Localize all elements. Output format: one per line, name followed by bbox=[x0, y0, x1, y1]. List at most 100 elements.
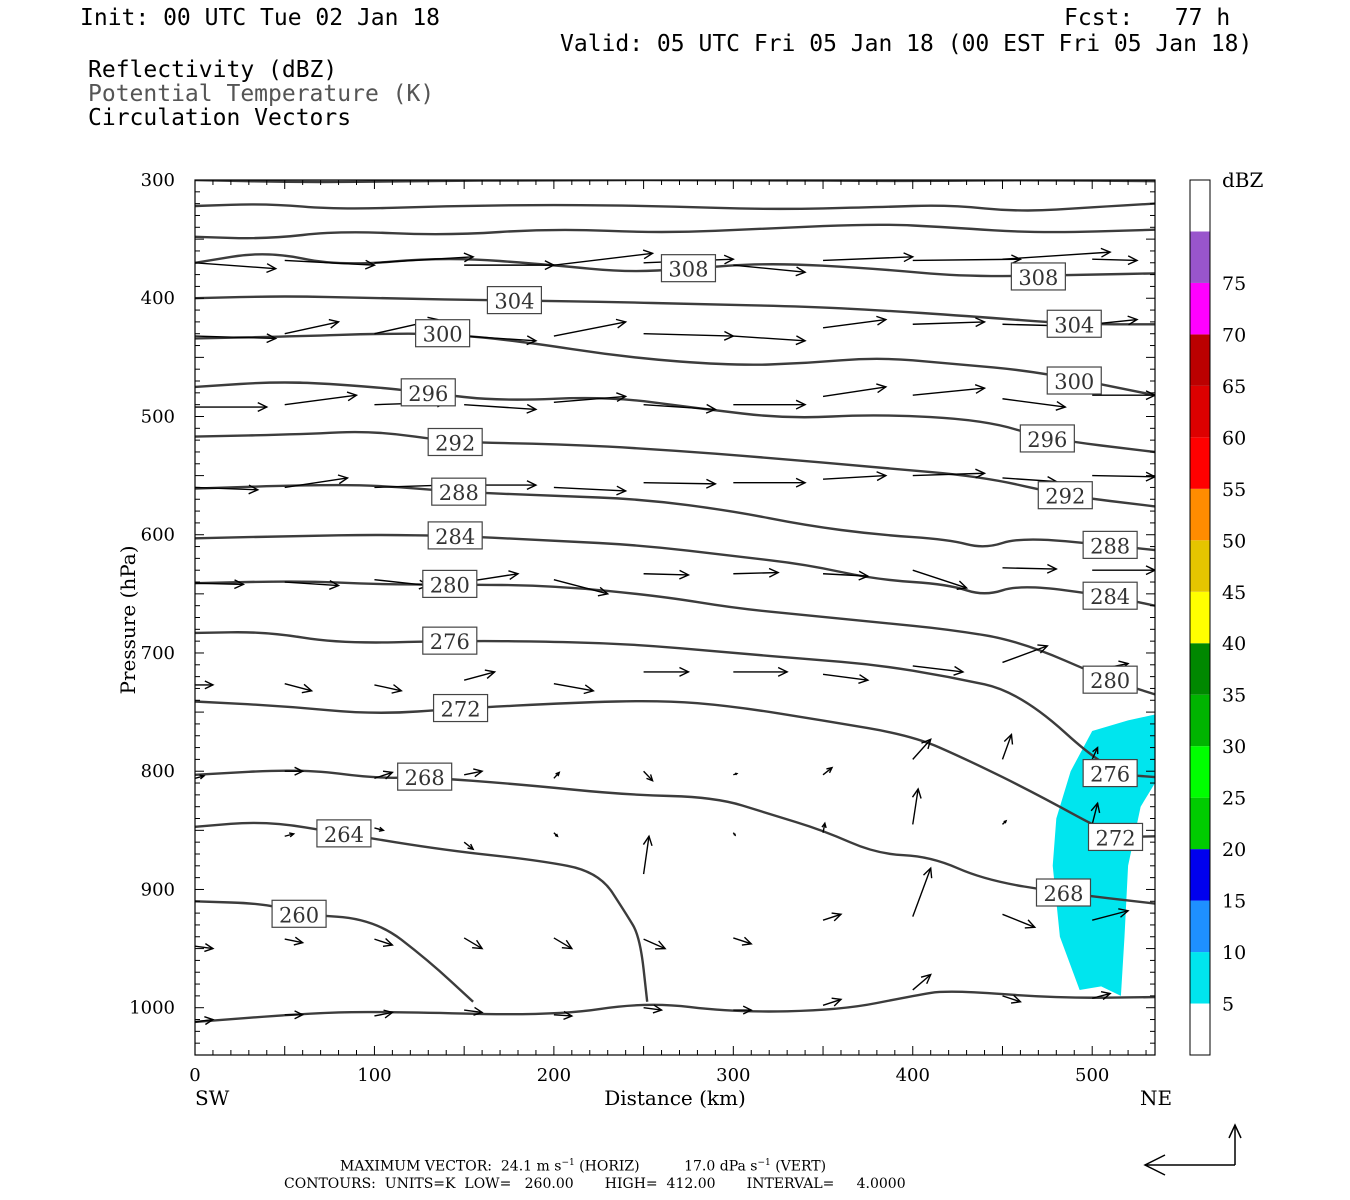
contour-label-box bbox=[1019, 424, 1075, 453]
circulation-vector bbox=[912, 468, 987, 479]
circulation-vector bbox=[1001, 819, 1008, 825]
vector-head bbox=[473, 768, 484, 778]
contour-label: 292 bbox=[427, 427, 483, 457]
contour-label-box bbox=[1082, 530, 1138, 559]
vector-head bbox=[204, 943, 215, 953]
colorbar-tick-label: 35 bbox=[1222, 685, 1246, 707]
circulation-vector bbox=[195, 402, 269, 413]
vector-head bbox=[642, 834, 653, 846]
vector-head bbox=[646, 774, 654, 782]
vector-shaft bbox=[1002, 398, 1066, 408]
vector-shaft bbox=[822, 913, 842, 921]
circulation-vector bbox=[821, 821, 827, 833]
vector-shaft bbox=[733, 335, 806, 342]
vector-shaft bbox=[553, 683, 594, 692]
colorbar-segment bbox=[1190, 694, 1210, 747]
circulation-vector bbox=[1002, 913, 1037, 929]
contour-label-text: 268 bbox=[1043, 882, 1083, 906]
colorbar-segment bbox=[1190, 797, 1210, 850]
vector-head bbox=[1100, 991, 1112, 1001]
colorbar-segment bbox=[1190, 334, 1210, 386]
colorbar-tick-label: 30 bbox=[1222, 736, 1246, 758]
circulation-vector bbox=[464, 768, 484, 778]
vector-head bbox=[1037, 644, 1049, 654]
colorbar-segment bbox=[1190, 437, 1210, 489]
circulation-vector bbox=[822, 997, 843, 1007]
vector-head bbox=[642, 249, 655, 260]
vector-head bbox=[1046, 563, 1058, 574]
circulation-vector bbox=[912, 665, 965, 676]
vector-head bbox=[526, 480, 538, 491]
circulation-vector bbox=[912, 973, 932, 991]
isentrope-300 bbox=[195, 332, 1155, 397]
vector-shaft bbox=[822, 386, 886, 398]
contour-label-box bbox=[415, 319, 471, 348]
forecast-hour: Fcst: 77 h bbox=[1064, 5, 1231, 31]
colorbar-tick-label: 55 bbox=[1222, 479, 1246, 501]
colorbar-label: dBZ bbox=[1222, 168, 1264, 192]
contour-label-text: 280 bbox=[1090, 669, 1130, 693]
circulation-vector bbox=[732, 832, 737, 837]
circulation-vector bbox=[733, 264, 807, 277]
contour-label-box bbox=[1087, 822, 1144, 852]
circulation-vector bbox=[374, 252, 475, 264]
circulation-vector bbox=[374, 1009, 394, 1019]
circulation-vector bbox=[374, 770, 394, 780]
vector-head bbox=[733, 833, 737, 837]
contour-label-box bbox=[1037, 481, 1093, 510]
circulation-vector bbox=[643, 569, 691, 580]
reflectivity-area bbox=[1052, 714, 1155, 996]
contour-label-text: 300 bbox=[1054, 370, 1094, 394]
circulation-vector bbox=[822, 673, 870, 684]
vector-head bbox=[616, 485, 628, 496]
isentrope-280 bbox=[195, 580, 1155, 696]
colorbar-segment bbox=[1190, 952, 1210, 1004]
vector-shaft bbox=[643, 770, 654, 782]
vector-head bbox=[858, 570, 870, 581]
circulation-vector bbox=[733, 772, 739, 776]
isentrope-264 bbox=[195, 821, 649, 1002]
circulation-vector bbox=[553, 485, 628, 496]
circulation-vector bbox=[822, 315, 888, 329]
contour-label: 264 bbox=[316, 819, 372, 848]
vector-head bbox=[956, 580, 969, 590]
vector-shaft bbox=[374, 256, 474, 264]
vector-head bbox=[1011, 254, 1023, 265]
circulation-vector bbox=[284, 936, 305, 946]
circulation-vector bbox=[195, 680, 215, 690]
vector-shaft bbox=[464, 403, 536, 411]
vector-head bbox=[555, 771, 561, 777]
vector-head bbox=[544, 260, 556, 271]
vector-shaft bbox=[1092, 910, 1129, 921]
vector-head bbox=[1145, 471, 1155, 482]
vector-head bbox=[795, 399, 807, 410]
contour-label-box bbox=[397, 762, 453, 791]
vector-head bbox=[378, 826, 385, 832]
circulation-vector bbox=[284, 318, 341, 335]
circulation-vector bbox=[464, 260, 556, 271]
vector-head bbox=[508, 570, 520, 580]
circulation-vector bbox=[463, 937, 484, 950]
vector-head bbox=[204, 1016, 215, 1026]
colorbar-segment bbox=[1190, 643, 1210, 695]
contour-label: 308 bbox=[660, 254, 717, 283]
contour-info: CONTOURS: UNITS=K LOW= 260.00 HIGH= 412.… bbox=[284, 1176, 906, 1192]
contour-label: 288 bbox=[431, 477, 487, 506]
vector-head bbox=[1010, 994, 1022, 1004]
circulation-vector bbox=[733, 936, 753, 946]
contour-label-text: 284 bbox=[1090, 585, 1130, 609]
isentrope-276 bbox=[195, 631, 1155, 779]
contour-label-box bbox=[1035, 878, 1092, 907]
circulation-vector bbox=[553, 1010, 574, 1020]
circulation-vector bbox=[374, 937, 394, 947]
vector-head bbox=[1003, 819, 1008, 824]
circulation-vector bbox=[195, 484, 260, 495]
contour-label: 296 bbox=[1019, 424, 1075, 453]
contour-label: 296 bbox=[400, 378, 456, 407]
isentrope-316 bbox=[195, 202, 1155, 212]
circulation-vector bbox=[1091, 746, 1099, 760]
vector-shaft bbox=[195, 262, 276, 270]
vector-head bbox=[706, 478, 717, 489]
vector-shaft bbox=[374, 771, 393, 779]
contour-label: 268 bbox=[397, 762, 453, 791]
